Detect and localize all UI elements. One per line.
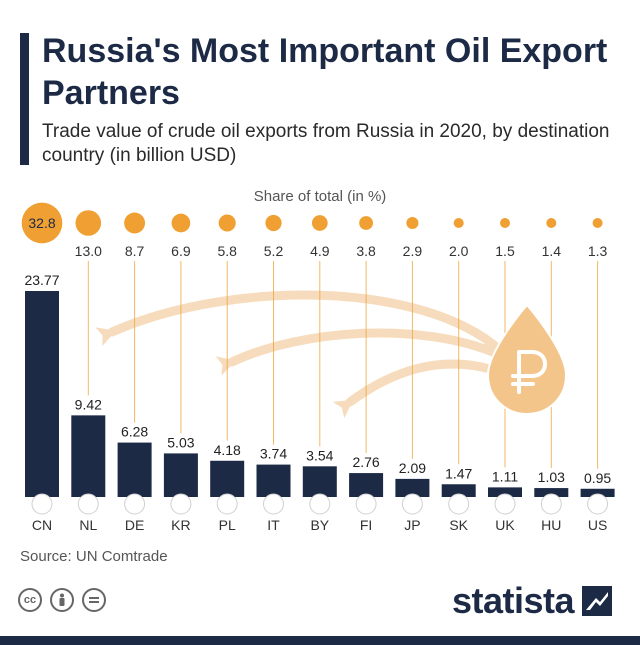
share-label: 1.4 xyxy=(542,243,562,259)
share-label: 3.8 xyxy=(356,243,376,259)
source-note: Source: UN Comtrade xyxy=(20,548,168,565)
share-label: 2.9 xyxy=(403,243,423,259)
page-subtitle: Trade value of crude oil exports from Ru… xyxy=(42,121,610,166)
flag-it-icon xyxy=(263,493,284,515)
value-label: 3.54 xyxy=(306,447,333,463)
value-label: 23.77 xyxy=(24,272,59,288)
flag-kr-icon xyxy=(170,493,192,515)
category-label: US xyxy=(588,517,607,533)
ruble-sign-icon xyxy=(511,350,547,394)
value-label: 1.03 xyxy=(538,469,565,485)
license-icons: cc xyxy=(18,588,106,612)
flow-arrowhead-2 xyxy=(215,356,236,376)
share-bubble xyxy=(500,218,510,228)
flag-jp-icon xyxy=(401,493,423,515)
value-label: 2.76 xyxy=(352,454,379,470)
share-bubble xyxy=(124,212,146,234)
statista-logo[interactable]: statista xyxy=(452,580,612,622)
no-derivatives-icon[interactable] xyxy=(82,588,106,612)
category-label: SK xyxy=(449,517,468,533)
share-bubble xyxy=(359,216,374,230)
category-label: NL xyxy=(79,517,97,533)
category-label: UK xyxy=(495,517,515,533)
bar xyxy=(256,464,291,497)
share-label: 32.8 xyxy=(28,215,55,231)
share-label: 4.9 xyxy=(310,243,330,259)
share-bubble xyxy=(218,214,236,232)
share-bubble xyxy=(171,213,191,233)
bottom-strip xyxy=(0,636,640,645)
page-title: Russia's Most Important Oil Export Partn… xyxy=(42,32,608,112)
share-bubble xyxy=(75,210,102,236)
category-label: IT xyxy=(267,517,280,533)
bar xyxy=(441,484,476,497)
title-accent-bar xyxy=(20,33,29,165)
statista-mark-icon xyxy=(582,586,612,616)
bar xyxy=(71,415,106,497)
category-label: DE xyxy=(125,517,144,533)
flag-uk-icon xyxy=(494,493,516,515)
bar xyxy=(580,488,615,497)
bar xyxy=(395,478,430,497)
bar xyxy=(349,473,384,497)
bar xyxy=(488,487,522,497)
share-bubble xyxy=(311,215,328,231)
category-label: FI xyxy=(360,517,372,533)
share-label: 5.8 xyxy=(217,243,237,259)
flag-cn-icon xyxy=(31,493,53,515)
share-bubble xyxy=(406,216,419,230)
share-label: 6.9 xyxy=(171,243,191,259)
bar-chart: 32.8 23.77 CN 13.0 9.42 NL 8.7 6.28 DE 6.9 5.03 KR 5… xyxy=(21,202,615,533)
value-label: 9.42 xyxy=(75,396,102,412)
value-label: 4.18 xyxy=(214,442,241,458)
share-bubble xyxy=(592,218,603,228)
flow-arrowhead-1 xyxy=(95,327,116,347)
share-row-label: Share of total (in %) xyxy=(253,188,387,205)
value-label: 2.09 xyxy=(399,460,426,476)
flow-arrow-3 xyxy=(345,359,505,407)
value-label: 0.95 xyxy=(584,470,611,486)
ruble-oil-drop-icon xyxy=(486,303,568,416)
bar xyxy=(534,488,569,497)
flag-sk-icon xyxy=(448,493,470,515)
category-label: HU xyxy=(541,517,561,533)
flag-us-icon xyxy=(587,493,609,515)
share-label: 2.0 xyxy=(449,243,469,259)
flag-hu-icon xyxy=(540,493,562,515)
share-label: 8.7 xyxy=(125,243,145,259)
brand-name: statista xyxy=(451,580,575,621)
bar xyxy=(163,453,198,497)
share-label: 1.5 xyxy=(495,243,515,259)
flag-nl-icon xyxy=(77,493,99,515)
value-label: 6.28 xyxy=(121,424,148,440)
attribution-icon[interactable] xyxy=(50,588,74,612)
category-label: JP xyxy=(404,517,420,533)
cc-icon[interactable]: cc xyxy=(18,588,42,612)
value-label: 1.47 xyxy=(445,465,472,481)
bar xyxy=(117,442,152,497)
value-label: 1.11 xyxy=(492,468,518,484)
flag-de-icon xyxy=(124,493,146,515)
category-label: BY xyxy=(310,517,329,533)
share-bubble xyxy=(265,214,282,232)
flag-pl-icon xyxy=(216,493,238,515)
category-label: PL xyxy=(219,517,236,533)
flow-arrowhead-3 xyxy=(332,399,354,419)
bar xyxy=(302,466,337,497)
value-label: 5.03 xyxy=(167,434,194,450)
bar xyxy=(210,460,245,497)
share-label: 13.0 xyxy=(75,243,102,259)
share-bubble xyxy=(546,218,557,228)
share-bubble xyxy=(21,202,63,244)
category-label: CN xyxy=(32,517,52,533)
share-bubble xyxy=(453,217,464,229)
flag-by-icon xyxy=(309,493,331,515)
bar xyxy=(25,290,59,497)
share-label: 5.2 xyxy=(264,243,284,259)
category-label: KR xyxy=(171,517,190,533)
share-label: 1.3 xyxy=(588,243,608,259)
flow-arrow-2 xyxy=(227,328,505,367)
flag-fi-icon xyxy=(355,493,377,515)
value-label: 3.74 xyxy=(260,446,287,462)
